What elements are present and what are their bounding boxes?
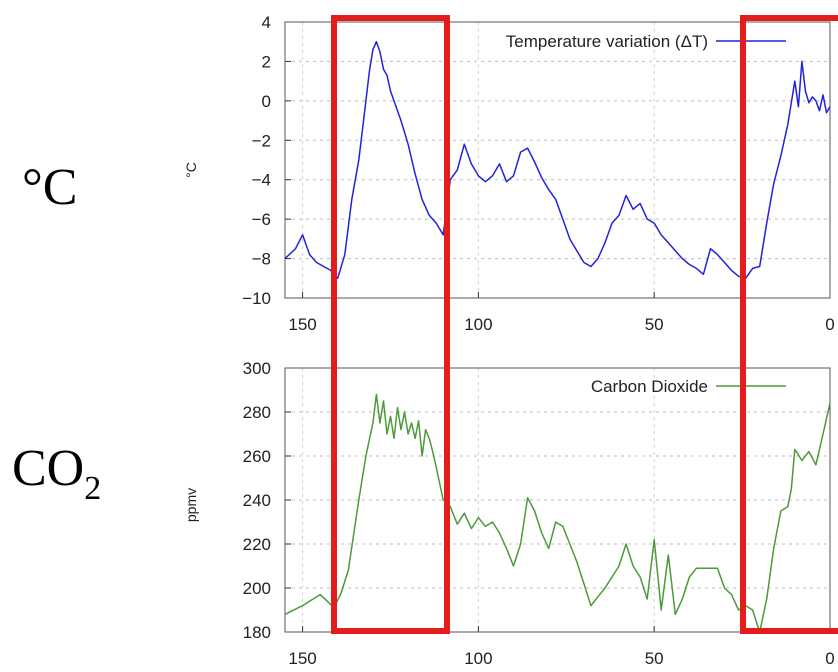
temp-y-axis-label: °C [183,162,199,178]
co2-chart: 300 280 260 240 220 200 180 150 100 50 0 ppmv Carbon… [183,359,835,668]
temp-y-tick-label: 4 [262,13,271,32]
co2-y-tick-label: 260 [243,447,271,466]
temp-x-tick-label: 0 [825,315,834,334]
co2-y-tick-label: 300 [243,359,271,378]
co2-y-tick-label: 240 [243,491,271,510]
temp-y-tick-label: −6 [252,210,271,229]
temp-plot-frame [284,21,831,299]
temp-x-tick-label: 50 [645,315,664,334]
co2-y-axis-label: ppmv [183,488,199,522]
co2-y-tick-label: 200 [243,579,271,598]
co2-legend-label: Carbon Dioxide [591,377,708,396]
temp-y-tick-label: 2 [262,52,271,71]
temp-y-tick-label: −10 [242,289,271,308]
highlight-box-right [740,15,838,634]
co2-x-tick-label: 100 [464,649,492,668]
temperature-unit-label: °C [22,159,77,216]
temp-series-line [284,40,831,280]
co2-y-tick-label: 180 [243,623,271,642]
temp-x-tick-label: 100 [464,315,492,334]
temp-y-tick-label: 0 [262,92,271,111]
co2-y-tick-label: 280 [243,403,271,422]
co2-label-base: CO [12,440,84,497]
temp-legend-label: Temperature variation (ΔT) [506,32,708,51]
co2-label-subscript: 2 [84,470,101,507]
co2-series-line [284,393,831,633]
co2-x-tick-label: 150 [288,649,316,668]
co2-x-tick-label: 0 [825,649,834,668]
temp-x-tick-label: 150 [288,315,316,334]
co2-x-tick-label: 50 [645,649,664,668]
temp-y-tick-label: −4 [252,171,271,190]
highlight-box-left [331,15,450,634]
temperature-chart: 4 2 0 −2 −4 −6 −8 −10 150 100 50 0 °C Temperature var… [183,13,835,334]
temp-y-tick-label: −8 [252,250,271,269]
temp-y-tick-label: −2 [252,131,271,150]
co2-y-tick-label: 220 [243,535,271,554]
co2-label: CO2 [12,440,101,507]
co2-plot-frame [284,367,831,633]
